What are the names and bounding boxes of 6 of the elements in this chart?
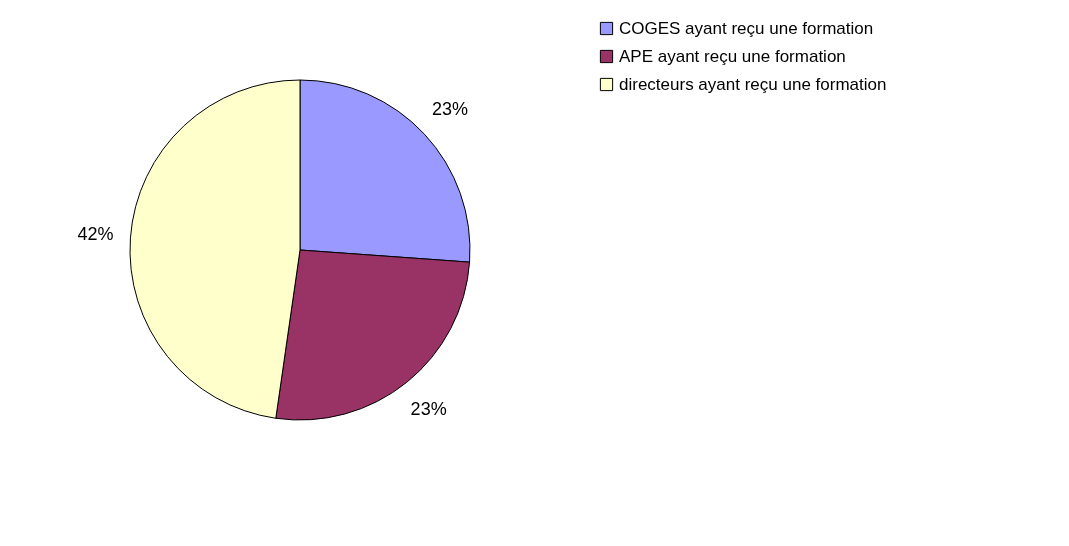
data-label: 23% — [410, 398, 447, 419]
legend-label: APE ayant reçu une formation — [619, 46, 846, 66]
legend-label: COGES ayant reçu une formation — [619, 18, 874, 38]
data-label: 42% — [77, 224, 114, 245]
legend-label: directeurs ayant reçu une formation — [619, 74, 887, 94]
data-label: 23% — [432, 99, 469, 120]
